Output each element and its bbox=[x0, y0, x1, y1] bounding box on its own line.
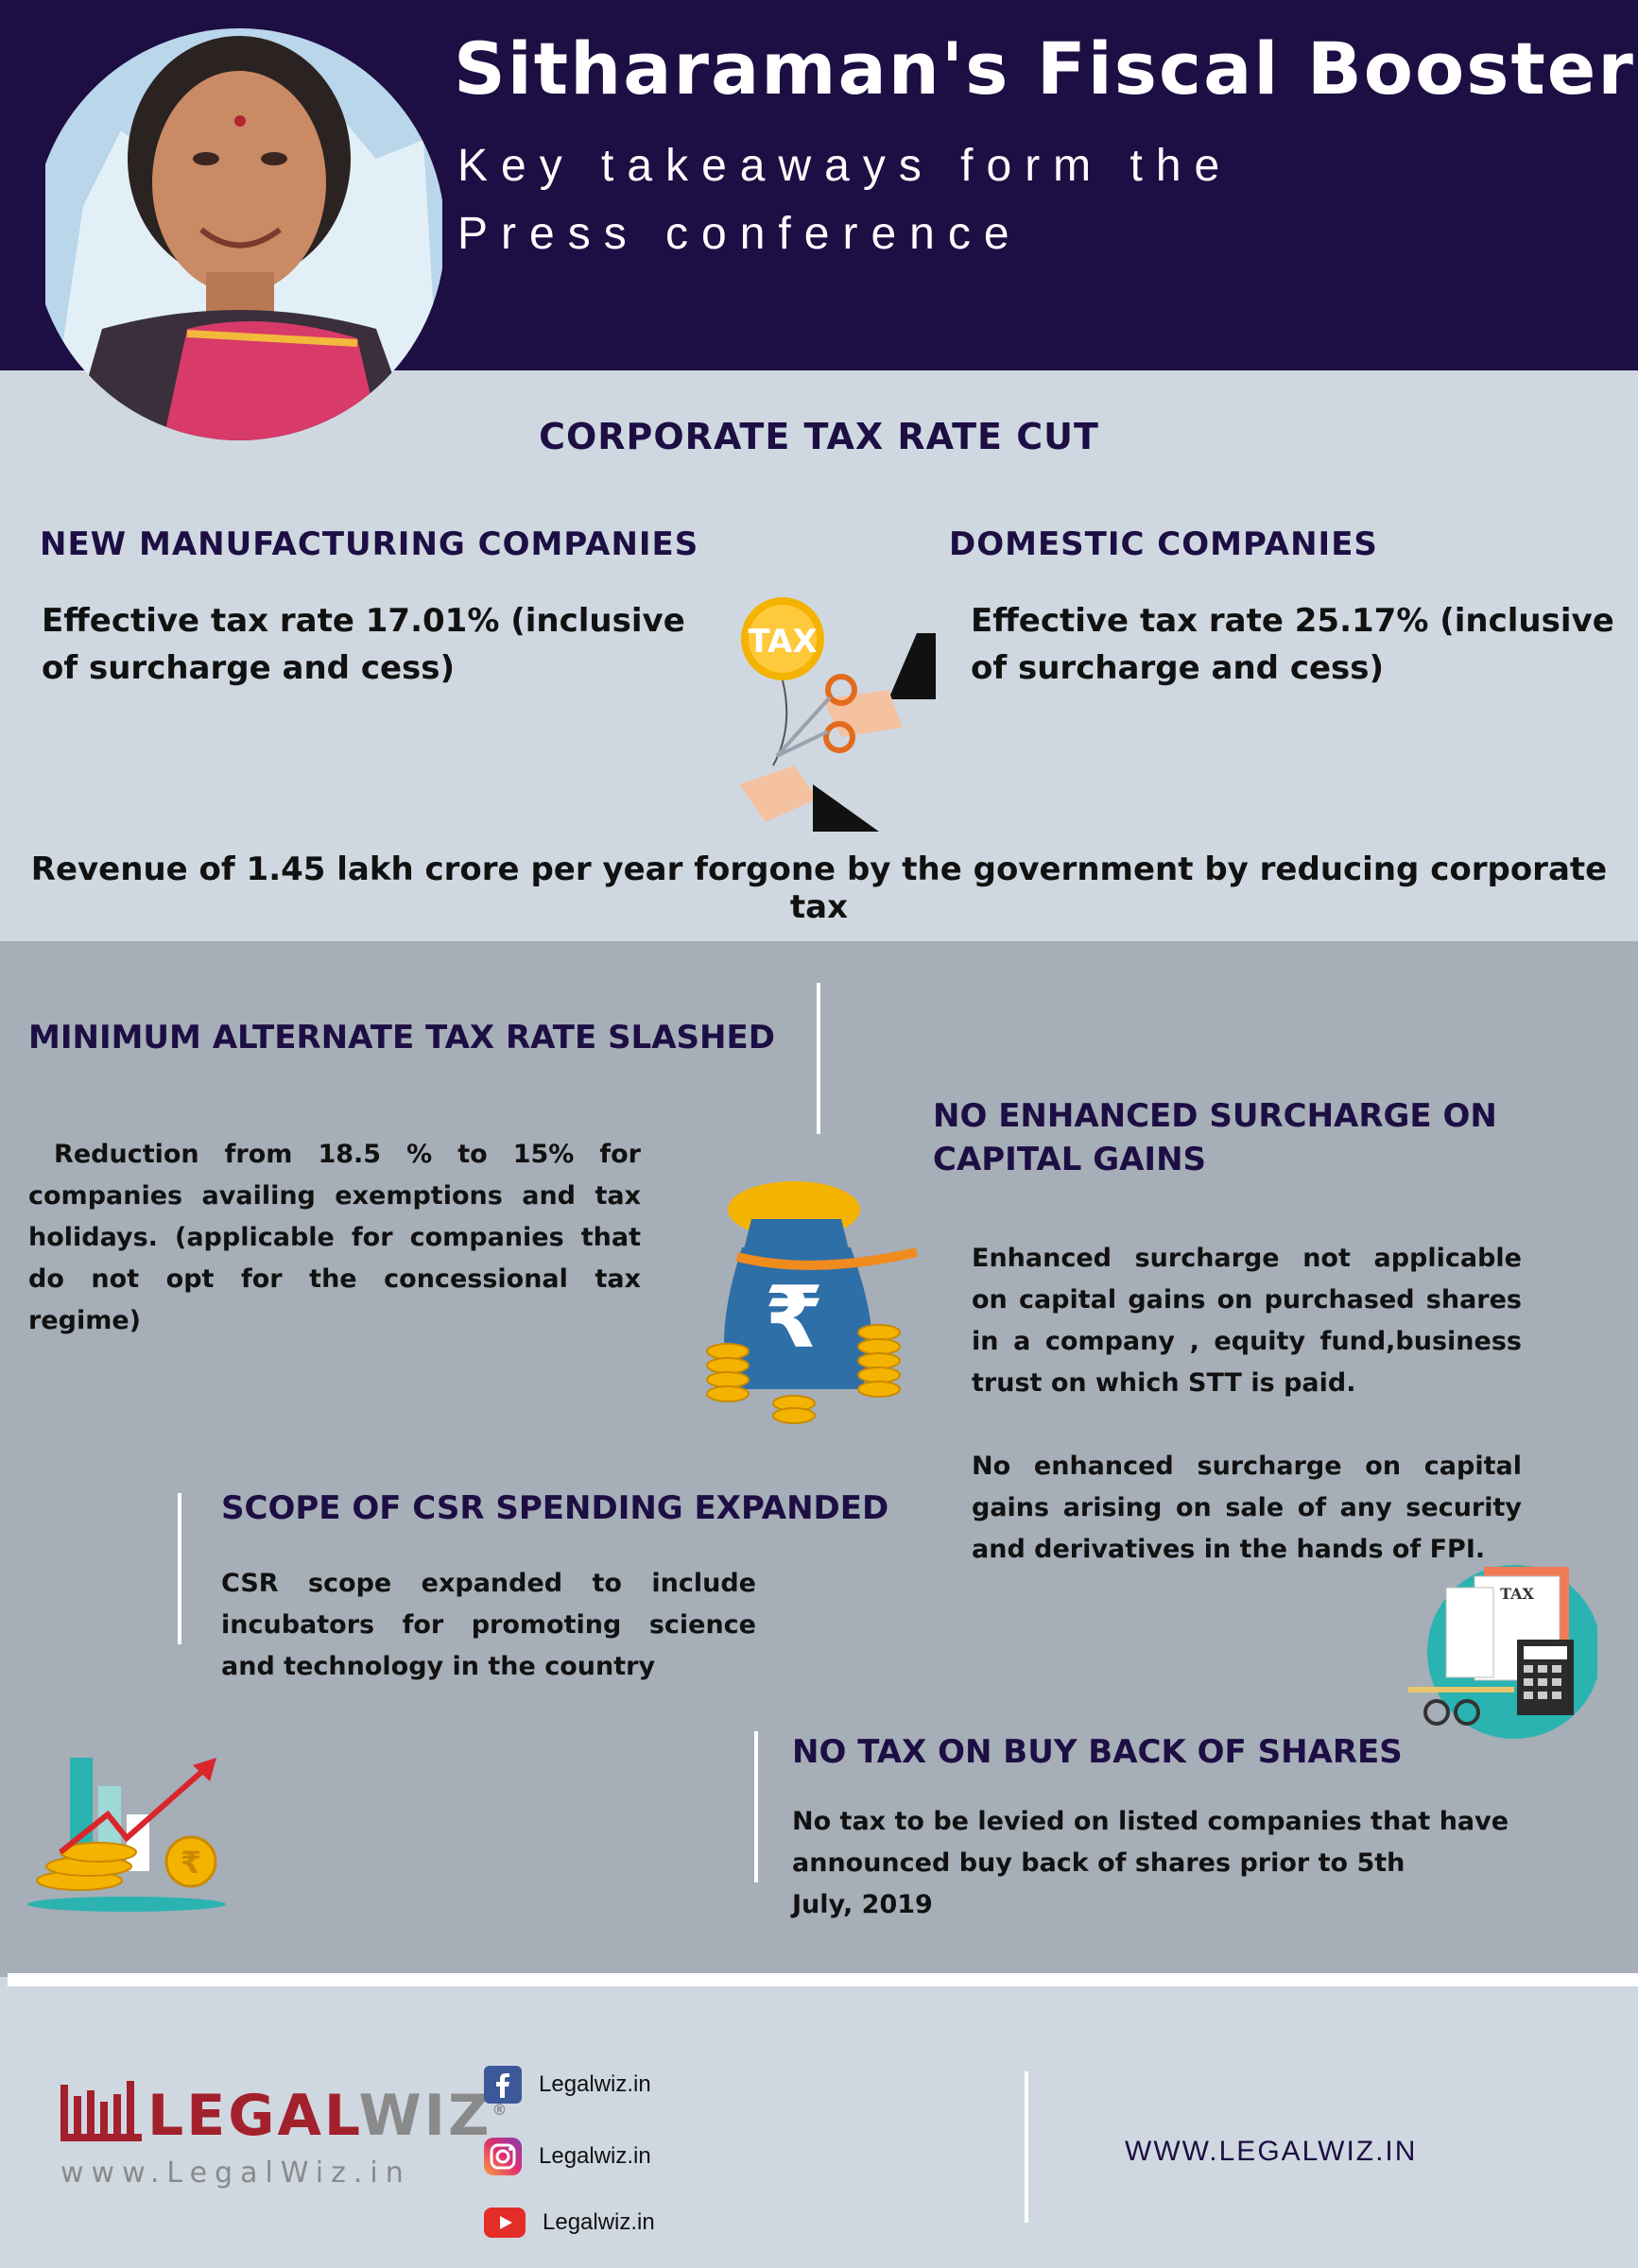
mat-text: Reduction from 18.5 % to 15% for compani… bbox=[28, 1140, 641, 1335]
social-links: Legalwiz.in Legalwiz.in Legalwiz.in bbox=[484, 2066, 730, 2242]
instagram-label: Legalwiz.in bbox=[539, 2143, 651, 2169]
domestic-companies-heading: DOMESTIC COMPANIES bbox=[949, 525, 1378, 563]
logo-url: www.LegalWiz.in bbox=[60, 2156, 411, 2190]
instagram-icon bbox=[484, 2138, 522, 2175]
youtube-link[interactable]: Legalwiz.in bbox=[484, 2204, 730, 2242]
buyback-text: No tax to be levied on listed companies … bbox=[792, 1801, 1529, 1926]
buyback-text-line-1: No tax to be levied on listed companies … bbox=[792, 1807, 1509, 1836]
corporate-tax-heading: CORPORATE TAX RATE CUT bbox=[539, 416, 1099, 457]
portrait-illustration bbox=[45, 28, 442, 440]
facebook-link[interactable]: Legalwiz.in bbox=[484, 2066, 730, 2104]
tax-badge-text: TAX bbox=[748, 623, 817, 661]
revenue-forgone-text: Revenue of 1.45 lakh crore per year forg… bbox=[30, 850, 1608, 926]
page-title: Sitharaman's Fiscal Booster bbox=[454, 26, 1635, 111]
buyback-divider bbox=[754, 1731, 758, 1882]
svg-text:₹: ₹ bbox=[181, 1845, 201, 1881]
surcharge-text-2: No enhanced surcharge on capital gains a… bbox=[972, 1452, 1522, 1564]
vertical-divider bbox=[817, 983, 820, 1134]
legalwiz-logo[interactable]: LEGALWIZ® www.LegalWiz.in bbox=[60, 2075, 508, 2198]
footer bbox=[0, 1986, 1638, 2268]
logo-bars-icon bbox=[60, 2081, 142, 2141]
surcharge-text-1: Enhanced surcharge not applicable on cap… bbox=[972, 1244, 1522, 1398]
section-divider bbox=[8, 1973, 1638, 1986]
subtitle-line-1: Key takeaways form the bbox=[457, 141, 1233, 191]
csr-heading: SCOPE OF CSR SPENDING EXPANDED bbox=[221, 1489, 889, 1527]
facebook-label: Legalwiz.in bbox=[539, 2071, 651, 2097]
page-subtitle: Key takeaways form the Press conference bbox=[457, 132, 1308, 268]
mat-heading: MINIMUM ALTERNATE TAX RATE SLASHED bbox=[28, 1019, 775, 1057]
website-link[interactable]: WWW.LEGALWIZ.IN bbox=[1125, 2136, 1418, 2167]
csr-divider bbox=[178, 1493, 181, 1644]
buyback-text-line-3: July, 2019 bbox=[792, 1890, 933, 1919]
growth-illustration: ₹ bbox=[27, 1758, 226, 1912]
tax-document-label: TAX bbox=[1500, 1585, 1534, 1603]
surcharge-heading: NO ENHANCED SURCHARGE ON CAPITAL GAINS bbox=[933, 1097, 1497, 1178]
new-manufacturing-heading: NEW MANUFACTURING COMPANIES bbox=[40, 525, 699, 563]
facebook-icon bbox=[484, 2066, 522, 2104]
youtube-icon bbox=[484, 2208, 526, 2238]
youtube-label: Legalwiz.in bbox=[543, 2209, 655, 2235]
footer-divider bbox=[1025, 2071, 1028, 2223]
instagram-link[interactable]: Legalwiz.in bbox=[484, 2138, 730, 2175]
new-manufacturing-text: Effective tax rate 17.01% (inclusive of … bbox=[42, 602, 685, 687]
buyback-heading: NO TAX ON BUY BACK OF SHARES bbox=[792, 1733, 1403, 1771]
money-bag-illustration: ₹ bbox=[706, 1181, 919, 1424]
logo-registered-mark: ® bbox=[491, 2101, 510, 2119]
csr-text: CSR scope expanded to include incubators… bbox=[221, 1569, 756, 1681]
tax-document-illustration: TAX bbox=[1408, 1565, 1597, 1739]
domestic-companies-text: Effective tax rate 25.17% (inclusive of … bbox=[971, 602, 1614, 687]
tax-cut-illustration: TAX bbox=[739, 597, 936, 832]
logo-word-wiz: WIZ bbox=[358, 2083, 492, 2149]
buyback-text-line-2: announced buy back of shares prior to 5t… bbox=[792, 1848, 1405, 1878]
logo-wordmark: LEGALWIZ® bbox=[147, 2083, 510, 2149]
subtitle-line-2: Press conference bbox=[457, 209, 1023, 259]
svg-text:₹: ₹ bbox=[765, 1268, 824, 1367]
logo-word-legal: LEGAL bbox=[147, 2083, 359, 2149]
